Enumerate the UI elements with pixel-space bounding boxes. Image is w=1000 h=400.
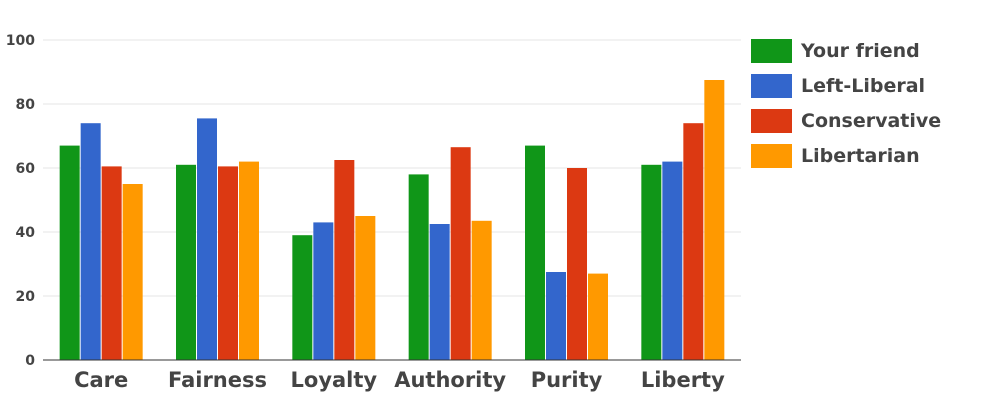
bar-left-liberal-authority[interactable]	[429, 224, 450, 360]
y-tick-label: 60	[16, 161, 36, 177]
bar-libertarian-loyalty[interactable]	[355, 216, 376, 360]
bar-conservative-fairness[interactable]	[218, 166, 238, 360]
bar-libertarian-purity[interactable]	[588, 273, 608, 360]
legend-label: Conservative	[801, 110, 941, 132]
bar-left-liberal-purity[interactable]	[546, 272, 566, 360]
legend-label: Libertarian	[801, 145, 920, 167]
bar-conservative-loyalty[interactable]	[334, 160, 355, 360]
bar-libertarian-liberty[interactable]	[704, 80, 725, 360]
bar-libertarian-care[interactable]	[122, 184, 143, 360]
bar-your-friend-authority[interactable]	[408, 174, 429, 360]
x-tick-label: Loyalty	[291, 368, 378, 392]
legend-label: Left-Liberal	[801, 75, 925, 97]
y-tick-label: 100	[6, 33, 35, 49]
x-tick-label: Authority	[394, 368, 506, 392]
bar-conservative-liberty[interactable]	[683, 123, 704, 360]
y-tick-label: 0	[25, 353, 35, 369]
bar-left-liberal-liberty[interactable]	[662, 161, 683, 360]
x-tick-label: Care	[74, 368, 128, 392]
x-tick-label: Purity	[531, 368, 603, 392]
bar-your-friend-fairness[interactable]	[176, 164, 196, 360]
y-tick-label: 20	[16, 289, 36, 305]
bar-layer	[59, 80, 725, 361]
bar-conservative-purity[interactable]	[567, 168, 587, 360]
axis-layer: 0 20 40 60 80 100 Care Fairness Loyalty Authority…	[6, 33, 741, 392]
y-tick-label: 40	[16, 225, 36, 241]
legend-swatch	[751, 74, 792, 98]
bar-libertarian-fairness[interactable]	[239, 161, 259, 360]
legend-label: Your friend	[800, 40, 920, 62]
bar-conservative-care[interactable]	[101, 166, 122, 360]
bar-your-friend-liberty[interactable]	[641, 164, 662, 360]
bar-your-friend-loyalty[interactable]	[292, 235, 313, 360]
x-tick-label: Fairness	[168, 368, 267, 392]
bar-libertarian-authority[interactable]	[471, 220, 492, 360]
x-tick-label: Liberty	[641, 368, 725, 392]
legend-swatch	[751, 109, 792, 133]
bar-your-friend-purity[interactable]	[525, 145, 545, 360]
y-tick-label: 80	[16, 97, 36, 113]
bar-left-liberal-loyalty[interactable]	[313, 222, 334, 360]
bar-conservative-authority[interactable]	[450, 147, 471, 360]
bar-your-friend-care[interactable]	[59, 145, 80, 360]
grid-layer	[43, 39, 741, 297]
bar-left-liberal-care[interactable]	[80, 123, 101, 360]
legend: Your friend Left-Liberal Conservative Liber…	[751, 39, 941, 168]
legend-swatch	[751, 144, 792, 168]
bar-left-liberal-fairness[interactable]	[197, 118, 217, 361]
legend-swatch	[751, 39, 792, 63]
